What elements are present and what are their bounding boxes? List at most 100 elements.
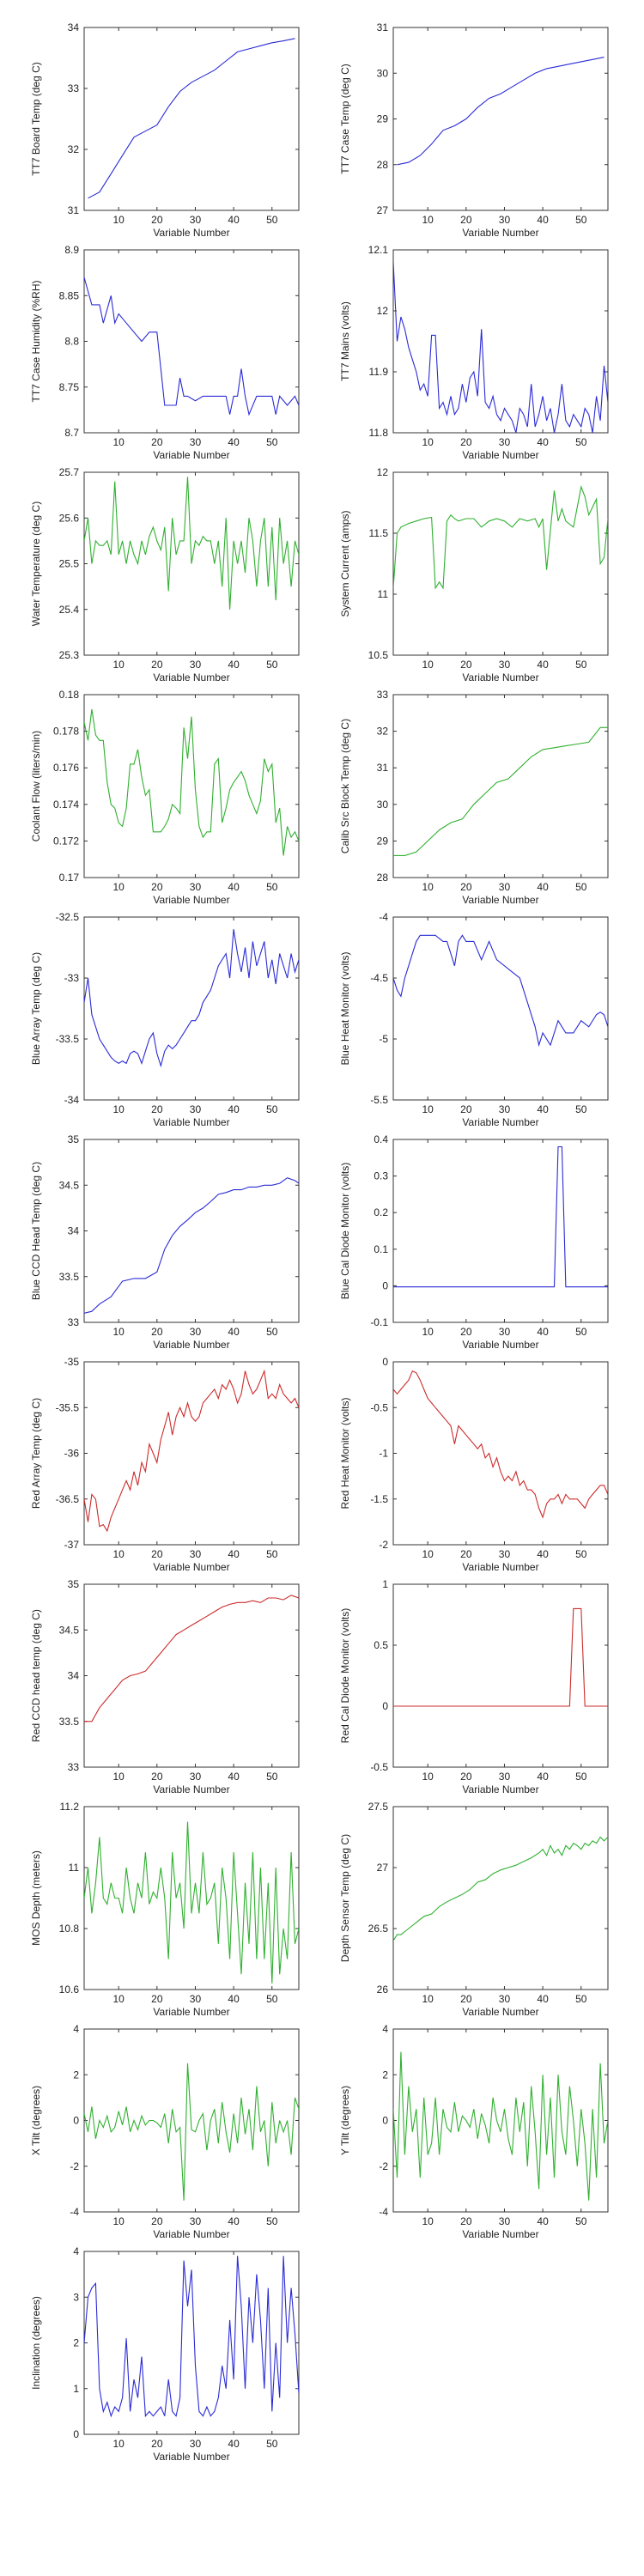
y-tick-label: 33	[377, 689, 389, 701]
x-tick-label: 50	[575, 214, 587, 226]
y-tick-label: 4	[73, 2023, 79, 2035]
series-line	[84, 708, 299, 856]
plot-frame	[392, 1583, 609, 1768]
x-tick-label: 10	[112, 436, 125, 448]
series-line	[393, 726, 608, 856]
x-tick-label: 20	[460, 214, 472, 226]
x-tick-label: 30	[190, 1548, 202, 1560]
plot-frame	[83, 694, 300, 878]
x-tick-label: 50	[575, 1771, 587, 1783]
series-line	[393, 934, 608, 1048]
y-tick-label: 0.5	[374, 1639, 388, 1651]
series-line	[84, 477, 299, 610]
x-axis-label: Variable Number	[462, 449, 538, 461]
x-tick-label: 20	[460, 1326, 472, 1338]
x-axis-label: Variable Number	[462, 2006, 538, 2018]
x-tick-label: 10	[112, 1326, 125, 1338]
y-tick-label: -33.5	[56, 1033, 80, 1045]
x-tick-label: 40	[537, 1326, 549, 1338]
series-line	[84, 2063, 299, 2201]
x-tick-label: 10	[112, 1771, 125, 1783]
x-tick-label: 50	[266, 1326, 278, 1338]
y-tick-label: 30	[377, 799, 389, 811]
y-tick-label: -4	[70, 2206, 79, 2218]
series-line	[393, 1836, 608, 1941]
x-axis-label: Variable Number	[462, 1339, 538, 1351]
chart-panel: 10 20 30 40 50 -5.5 -5 -4.5 -4 Variable Number Blu…	[339, 911, 609, 1128]
x-tick-label: 40	[228, 1993, 240, 2005]
plot-frame	[392, 249, 609, 434]
series-line	[393, 2051, 608, 2201]
x-tick-label: 50	[266, 1548, 278, 1560]
x-axis-label: Variable Number	[153, 2006, 229, 2018]
x-tick-label: 30	[499, 214, 511, 226]
plot-frame	[392, 1806, 609, 1990]
y-tick-label: 0	[382, 1279, 388, 1291]
y-tick-label: 35	[68, 1578, 80, 1590]
x-tick-label: 40	[228, 1548, 240, 1560]
y-tick-label: 8.7	[64, 427, 79, 439]
y-tick-label: 4	[73, 2245, 79, 2257]
x-axis-label: Variable Number	[153, 1339, 229, 1351]
y-tick-label: 0	[73, 2115, 79, 2127]
x-tick-label: 20	[151, 659, 163, 671]
plot-frame	[392, 27, 609, 211]
y-axis-label: Coolant Flow (liters/min)	[30, 731, 42, 841]
x-tick-label: 20	[151, 436, 163, 448]
x-tick-label: 20	[151, 214, 163, 226]
y-tick-label: 0	[382, 2115, 388, 2127]
y-tick-label: 0.17	[59, 872, 80, 884]
y-tick-label: 12	[377, 305, 389, 317]
x-tick-label: 50	[266, 1103, 278, 1115]
plot-frame	[83, 1583, 300, 1768]
x-axis-label: Variable Number	[462, 894, 538, 906]
y-tick-label: -2	[379, 1539, 388, 1551]
y-tick-label: 31	[68, 204, 80, 216]
y-tick-label: -2	[379, 2160, 388, 2172]
plot-frame	[392, 916, 609, 1101]
x-tick-label: 40	[228, 214, 240, 226]
y-axis-label: Calib Src Block Temp (deg C)	[339, 719, 351, 854]
y-tick-label: 25.7	[59, 466, 80, 478]
series-line	[393, 1145, 608, 1288]
x-tick-label: 10	[422, 881, 434, 893]
y-tick-label: 27	[377, 1862, 389, 1874]
x-tick-label: 40	[228, 881, 240, 893]
x-tick-label: 10	[112, 1993, 125, 2005]
y-axis-label: Red Heat Monitor (volts)	[339, 1397, 351, 1509]
x-tick-label: 20	[460, 1103, 472, 1115]
series-line	[88, 38, 295, 199]
y-axis-label: Red CCD head temp (deg C)	[30, 1609, 42, 1742]
y-tick-label: 34	[68, 21, 80, 33]
plot-frame	[392, 1139, 609, 1323]
y-tick-label: 2	[382, 2069, 388, 2081]
chart-panel: 10 20 30 40 50 8.7 8.75 8.8 8.85 8.9 Variable Numb…	[30, 244, 300, 461]
x-tick-label: 20	[151, 2438, 163, 2450]
chart-panel: 10 20 30 40 50 10.5 11 11.5 12 Variable Number Sys…	[339, 466, 609, 683]
series-line	[84, 1821, 299, 1984]
x-tick-label: 10	[422, 1326, 434, 1338]
chart-panel: 10 20 30 40 50 -0.1 0 0.1 0.2 0.3 0.4 Variable Numb…	[339, 1133, 609, 1351]
y-axis-label: TT7 Case Temp (deg C)	[339, 64, 351, 174]
x-tick-label: 10	[112, 2438, 125, 2450]
chart-panel: 10 20 30 40 50 -34 -33.5 -33 -32.5 Variable Numbe…	[30, 911, 300, 1128]
y-tick-label: -35	[64, 1356, 80, 1368]
y-axis-label: Red Cal Diode Monitor (volts)	[339, 1608, 351, 1743]
x-axis-label: Variable Number	[462, 1116, 538, 1128]
y-tick-label: -35.5	[56, 1401, 80, 1413]
x-axis-label: Variable Number	[462, 671, 538, 683]
x-tick-label: 50	[266, 2215, 278, 2227]
x-tick-label: 30	[190, 2438, 202, 2450]
y-axis-label: Blue Heat Monitor (volts)	[339, 951, 351, 1065]
y-tick-label: 31	[377, 762, 389, 774]
y-axis-label: Red Array Temp (deg C)	[30, 1398, 42, 1509]
x-tick-label: 20	[151, 1993, 163, 2005]
y-tick-label: -4	[379, 2206, 388, 2218]
chart-panel: 10 20 30 40 50 27 28 29 30 31 Variable Number TT7 C…	[339, 21, 609, 239]
x-tick-label: 50	[575, 881, 587, 893]
x-tick-label: 50	[575, 1548, 587, 1560]
y-tick-label: 25.5	[59, 558, 80, 570]
x-tick-label: 10	[112, 659, 125, 671]
x-tick-label: 30	[190, 436, 202, 448]
x-tick-label: 10	[422, 1103, 434, 1115]
